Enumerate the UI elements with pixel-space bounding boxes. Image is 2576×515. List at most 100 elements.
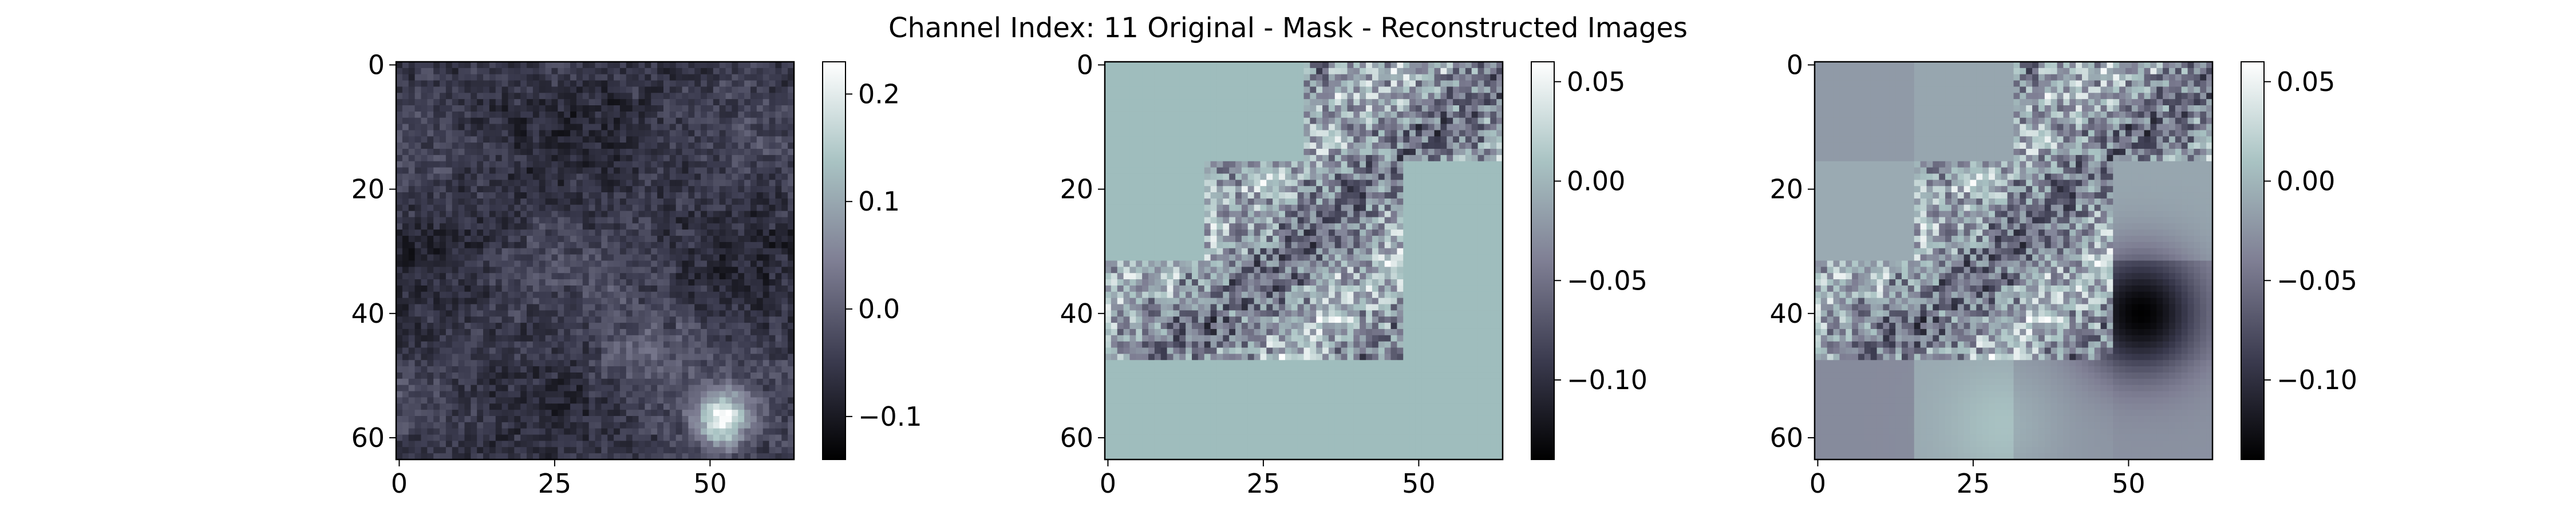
heatmap-cell [402,223,409,230]
heatmap-cell [701,167,708,175]
heatmap-cell [464,186,471,193]
heatmap-cell [396,111,403,118]
heatmap-cell [1477,99,1485,106]
heatmap-cell [1241,111,1249,118]
heatmap-cell [1303,68,1310,75]
heatmap-cell [632,328,639,336]
heatmap-cell [1142,74,1149,81]
heatmap-cell [440,385,447,392]
heatmap-cell [769,229,776,236]
heatmap-cell [756,204,764,212]
heatmap-cell [706,117,714,125]
heatmap-cell [576,273,583,280]
heatmap-cell [682,130,689,137]
heatmap-cell [657,273,664,280]
heatmap-cell [520,223,527,230]
heatmap-cell [1179,93,1186,100]
heatmap-cell [527,248,534,255]
heatmap-cell [458,161,465,168]
heatmap-cell [1366,130,1373,137]
heatmap-cell [632,310,639,317]
heatmap-cell [719,236,726,243]
heatmap-cell [1453,124,1460,131]
heatmap-cell [501,105,509,112]
heatmap-cell [1334,86,1342,93]
heatmap-cell [483,236,490,243]
heatmap-cell [582,68,590,75]
heatmap-cell [682,285,689,292]
heatmap-cell [570,117,577,125]
heatmap-cell [1235,142,1242,149]
heatmap-cell [1142,86,1149,93]
heatmap-cell [545,378,552,386]
heatmap-cell [651,323,658,330]
heatmap-cell [1341,142,1348,149]
heatmap-cell [414,316,422,323]
heatmap-cell [725,93,733,100]
heatmap-cell [1360,68,1366,75]
heatmap-cell [545,316,552,323]
heatmap-cell [762,354,770,360]
heatmap-cell [762,397,770,404]
heatmap-cell [396,136,403,143]
heatmap-cell [402,422,409,429]
heatmap-cell [669,360,677,367]
heatmap-cell [483,142,490,149]
heatmap-cell [545,241,552,249]
heatmap-cell [545,279,552,286]
heatmap-cell [595,254,602,262]
heatmap-cell [669,236,677,243]
heatmap-cell [1322,124,1329,131]
heatmap-cell [706,415,714,423]
heatmap-cell [1260,74,1267,81]
heatmap-cell [1496,105,1503,112]
heatmap-cell [527,204,534,212]
heatmap-cell [514,310,521,317]
heatmap-cell [775,385,782,392]
heatmap-cell [725,415,733,423]
heatmap-cell [1341,86,1348,93]
heatmap-cell [532,149,540,156]
heatmap-cell [1260,68,1267,75]
heatmap-cell [558,304,564,311]
heatmap-cell [788,260,795,267]
heatmap-cell [725,285,733,292]
heatmap-cell [719,310,726,317]
heatmap-cell [477,422,484,429]
heatmap-cell [762,304,770,311]
heatmap-cell [477,298,484,305]
heatmap-cell [781,453,788,460]
heatmap-cell [545,360,552,367]
heatmap-cell [532,111,540,118]
heatmap-cell [638,422,645,429]
heatmap-cell [1397,80,1404,88]
heatmap-cell [788,341,795,348]
heatmap-cell [402,180,409,187]
heatmap-cell [725,229,733,236]
heatmap-cell [1496,68,1503,75]
heatmap-cell [588,285,596,292]
heatmap-cell [701,86,708,93]
heatmap-cell [1316,130,1323,137]
heatmap-cell [558,441,564,447]
heatmap-cell [396,323,403,330]
heatmap-cell [501,93,509,100]
heatmap-cell [1273,136,1279,143]
heatmap-cell [694,441,701,447]
heatmap-cell [738,397,745,404]
heatmap-cell [1129,99,1136,106]
heatmap-cell [632,211,639,218]
heatmap-cell [1303,74,1310,81]
heatmap-cell [614,186,621,193]
heatmap-cell [725,366,733,373]
heatmap-cell [408,136,416,143]
heatmap-cell [588,378,596,386]
heatmap-cell [657,304,664,311]
heatmap-cell [508,298,515,305]
heatmap-cell [414,410,422,417]
heatmap-cell [1490,136,1497,143]
heatmap-cell [607,260,614,267]
heatmap-cell [788,415,795,423]
heatmap-cell [1273,117,1279,125]
heatmap-cell [713,323,720,330]
